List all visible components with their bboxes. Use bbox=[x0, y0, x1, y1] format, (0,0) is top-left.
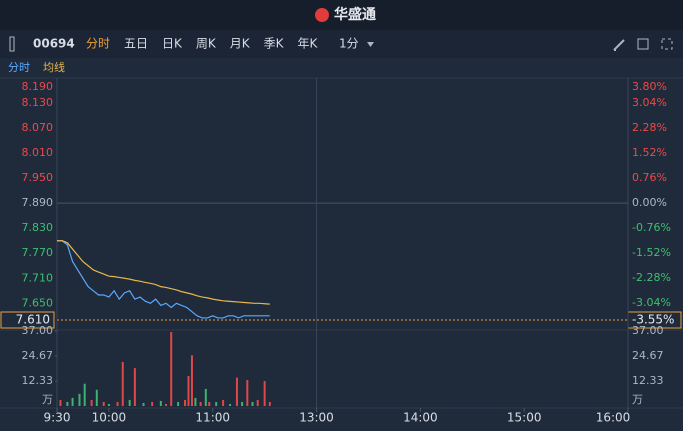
dropdown-icon[interactable] bbox=[367, 42, 374, 47]
y2-tick-label: 2.28% bbox=[632, 121, 667, 134]
volume-bar bbox=[116, 401, 119, 406]
x-tick-label: 9:30 bbox=[44, 411, 71, 425]
volume-bar bbox=[246, 380, 249, 406]
y2-tick-label: 0.76% bbox=[632, 171, 667, 184]
y-tick-label: 7.710 bbox=[22, 271, 54, 284]
volume-bar bbox=[165, 403, 168, 406]
x-tick-label: 11:00 bbox=[195, 411, 230, 425]
y-tick-label: 7.830 bbox=[22, 221, 54, 234]
volume-bar bbox=[190, 355, 193, 406]
period-tab[interactable]: 五日 bbox=[124, 37, 148, 51]
volume-tick-label: 24.67 bbox=[632, 349, 664, 362]
y2-tick-label: -1.52% bbox=[632, 246, 671, 259]
x-tick-label: 16:00 bbox=[596, 411, 631, 425]
swap-icon[interactable] bbox=[637, 38, 649, 50]
header bbox=[0, 0, 683, 30]
y-tick-label: 7.770 bbox=[22, 246, 54, 259]
period-tab[interactable]: 周K bbox=[196, 37, 217, 51]
x-tick-label: 15:00 bbox=[507, 411, 542, 425]
y2-tick-label: 3.80% bbox=[632, 80, 667, 93]
subtabs bbox=[0, 58, 683, 78]
symbol: 00694 bbox=[33, 37, 75, 51]
volume-bar bbox=[95, 389, 98, 406]
volume-bar bbox=[133, 368, 136, 406]
y-tick-label: 7.890 bbox=[22, 196, 54, 209]
y2-tick-label: -0.76% bbox=[632, 221, 671, 234]
period-tab[interactable]: 日K bbox=[162, 37, 183, 51]
volume-bar bbox=[194, 397, 197, 406]
volume-tick-label: 12.33 bbox=[22, 374, 54, 387]
volume-bar bbox=[263, 381, 266, 406]
sub-tab[interactable]: 分时 bbox=[8, 61, 30, 74]
price-line bbox=[57, 240, 270, 319]
draw-icon[interactable] bbox=[613, 39, 625, 51]
sub-tab[interactable]: 均线 bbox=[43, 60, 65, 74]
volume-bar bbox=[229, 403, 232, 406]
volume-bar bbox=[241, 401, 244, 406]
x-tick-label: 13:00 bbox=[299, 411, 334, 425]
y2-tick-label: 3.04% bbox=[632, 96, 667, 109]
period-tab[interactable]: 分时 bbox=[86, 37, 110, 51]
volume-tick-label: 37.00 bbox=[22, 324, 54, 337]
volume-tick-label: 24.67 bbox=[22, 349, 54, 362]
y-tick-label: 8.190 bbox=[22, 80, 54, 93]
volume-bar bbox=[177, 401, 180, 406]
period-tab[interactable]: 季K bbox=[264, 37, 285, 51]
volume-bar bbox=[215, 401, 218, 406]
volume-bar bbox=[78, 393, 81, 406]
y-tick-label: 8.130 bbox=[22, 96, 54, 109]
x-tick-label: 14:00 bbox=[403, 411, 438, 425]
current-change: -3.55% bbox=[632, 313, 674, 327]
x-tick-label: 10:00 bbox=[92, 411, 127, 425]
volume-bar bbox=[159, 400, 162, 406]
volume-bar bbox=[187, 376, 190, 406]
y2-tick-label: 1.52% bbox=[632, 146, 667, 159]
volume-bar bbox=[251, 401, 254, 406]
volume-bar bbox=[102, 401, 105, 406]
y2-tick-label: 0.00% bbox=[632, 196, 667, 209]
price-line bbox=[57, 240, 270, 305]
volume-bar bbox=[128, 399, 131, 406]
toolbar bbox=[0, 30, 683, 58]
volume-bar bbox=[59, 399, 62, 406]
y2-tick-label: -3.04% bbox=[632, 296, 671, 309]
y-tick-label: 7.650 bbox=[22, 296, 54, 309]
interval[interactable]: 1分 bbox=[339, 37, 359, 51]
period-tab[interactable]: 月K bbox=[230, 37, 251, 51]
volume-bar bbox=[107, 403, 110, 406]
fullscreen-icon[interactable] bbox=[661, 38, 673, 50]
brand: 华盛通 bbox=[334, 6, 376, 23]
volume-bar bbox=[204, 388, 207, 406]
volume-bar bbox=[222, 399, 225, 406]
volume-unit: 万 bbox=[42, 393, 53, 406]
logo bbox=[315, 8, 329, 22]
volume-tick-label: 12.33 bbox=[632, 374, 664, 387]
volume-bar bbox=[170, 332, 173, 406]
y2-tick-label: -2.28% bbox=[632, 271, 671, 284]
volume-bar bbox=[184, 399, 187, 406]
period-tab[interactable]: 年K bbox=[298, 37, 319, 51]
current-price: 7.610 bbox=[16, 313, 50, 327]
volume-tick-label: 37.00 bbox=[632, 324, 664, 337]
volume-unit: 万 bbox=[632, 393, 643, 406]
volume-bar bbox=[151, 401, 154, 406]
volume-bar bbox=[90, 399, 93, 406]
y-tick-label: 8.070 bbox=[22, 121, 54, 134]
volume-bar bbox=[208, 401, 211, 406]
volume-bar bbox=[268, 401, 271, 406]
volume-bar bbox=[142, 402, 145, 406]
volume-bar bbox=[256, 399, 259, 406]
back-icon[interactable] bbox=[9, 36, 15, 52]
volume-bar bbox=[121, 362, 124, 406]
volume-bar bbox=[66, 401, 69, 406]
volume-bar bbox=[199, 401, 202, 406]
volume-bar bbox=[71, 397, 74, 406]
y-tick-label: 8.010 bbox=[22, 146, 54, 159]
y-tick-label: 7.950 bbox=[22, 171, 54, 184]
volume-bar bbox=[83, 383, 86, 406]
volume-bar bbox=[235, 377, 238, 406]
current-price-box bbox=[0, 311, 55, 329]
